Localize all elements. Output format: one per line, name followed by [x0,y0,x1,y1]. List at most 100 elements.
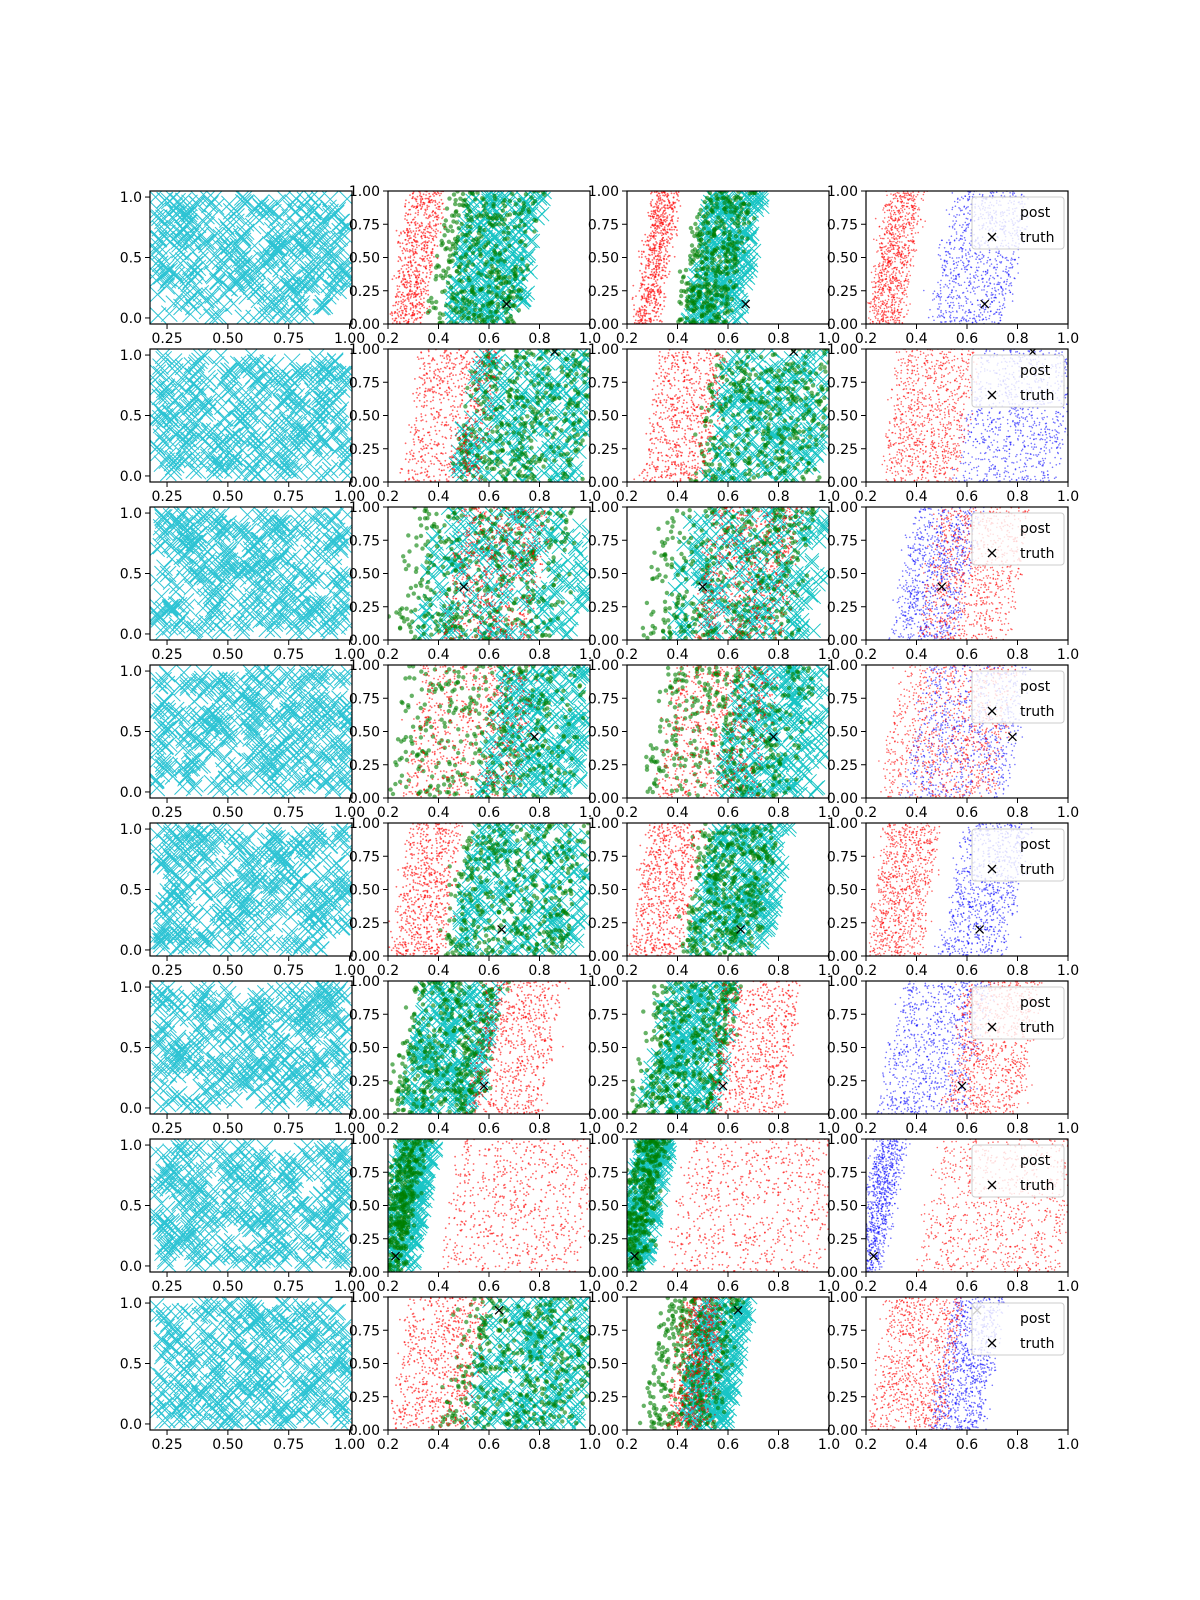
red-sample [437,223,440,226]
red-sample [893,235,895,237]
red-sample [892,233,895,236]
red-sample [408,249,411,251]
red-sample [666,217,669,219]
red-sample [907,283,909,285]
red-sample [902,211,904,213]
red-sample [672,210,675,212]
red-sample [899,233,901,235]
red-sample [453,406,456,408]
green-sample [516,395,521,401]
red-sample [429,257,431,259]
red-sample [903,301,905,304]
blue-sample [995,191,998,193]
red-sample [421,314,424,316]
green-sample [510,191,515,197]
red-sample [478,479,481,482]
red-sample [433,390,436,393]
red-sample [648,295,650,298]
red-sample [898,271,901,273]
red-sample [474,461,477,464]
red-sample [408,250,411,253]
green-sample [544,411,550,416]
red-sample [414,473,417,476]
red-sample [410,295,412,298]
red-sample [434,211,437,214]
red-sample [429,370,431,372]
red-sample [467,462,470,464]
red-sample [428,269,431,271]
red-sample [439,398,441,401]
red-sample [893,304,896,306]
red-sample [426,236,429,239]
red-sample [420,248,423,251]
red-sample [419,279,422,282]
red-sample [396,312,399,315]
red-sample [674,201,677,204]
red-sample [395,277,398,279]
green-sample [522,355,527,360]
blue-sample [942,315,944,318]
blue-sample [1008,284,1010,287]
red-sample [887,216,890,218]
green-sample [444,246,449,251]
green-sample [714,196,720,201]
green-sample [726,259,731,265]
green-sample [542,192,547,197]
red-sample [409,208,411,211]
red-sample [405,268,408,270]
blue-sample [949,314,952,317]
red-sample [678,199,680,202]
red-sample [668,201,671,204]
blue-sample [1002,192,1004,194]
red-sample [466,428,469,430]
green-sample [532,419,538,424]
red-sample [409,290,411,293]
red-sample [412,310,415,312]
subplot-r0-c0: 0.25 0.50 0.75 1.000.00.51.0 [120,190,365,347]
x-tick-label: 0.4 [905,331,927,347]
red-sample [640,298,643,301]
red-sample [421,277,423,280]
red-sample [450,445,453,447]
red-sample [649,296,652,299]
red-sample [414,221,417,223]
green-sample [510,379,515,384]
red-sample [889,291,891,294]
green-sample [482,208,487,213]
blue-sample [942,268,945,271]
blue-sample [992,267,995,269]
red-sample [653,244,655,246]
blue-sample [958,248,961,250]
red-sample [883,251,886,253]
red-sample [424,285,427,288]
red-sample [398,291,401,293]
red-sample [445,349,448,352]
red-sample [432,418,435,421]
red-sample [910,258,912,260]
y-tick-label: 0.00 [588,317,619,333]
red-sample [492,405,494,407]
red-sample [417,436,420,438]
green-sample [524,361,529,366]
red-sample [898,237,901,240]
green-sample [463,404,468,409]
red-sample [877,310,880,313]
red-sample [412,259,415,261]
blue-sample [950,247,952,250]
green-sample [505,306,510,311]
green-sample [745,236,750,241]
green-sample [577,360,582,365]
red-sample [662,211,664,214]
blue-sample [993,277,996,280]
red-sample [481,362,484,365]
red-sample [889,256,891,259]
red-sample [907,254,910,257]
red-sample [889,231,891,234]
blue-sample [968,281,970,284]
red-sample [917,215,920,217]
red-sample [424,236,426,239]
green-sample [506,398,511,404]
red-sample [418,270,421,273]
green-sample [537,458,542,464]
green-sample [489,270,494,275]
